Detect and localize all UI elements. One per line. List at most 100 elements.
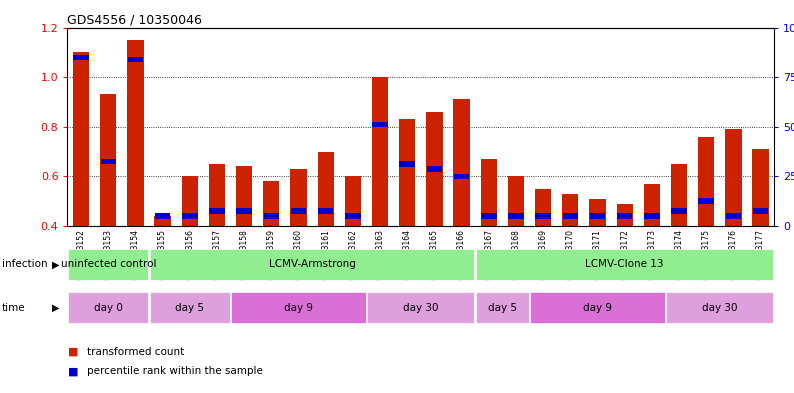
Bar <box>236 166 252 226</box>
Bar <box>263 181 279 226</box>
Bar <box>426 166 442 172</box>
Bar <box>100 94 117 226</box>
Text: time: time <box>2 303 25 312</box>
Text: GSM1083172: GSM1083172 <box>620 229 629 279</box>
Text: GSM1083165: GSM1083165 <box>430 229 439 280</box>
Text: GSM1083154: GSM1083154 <box>131 229 140 280</box>
Text: day 9: day 9 <box>583 303 612 312</box>
Bar <box>150 249 474 280</box>
Bar <box>372 77 388 226</box>
Bar <box>454 174 469 179</box>
Text: ■: ■ <box>67 347 78 357</box>
Bar <box>508 176 524 226</box>
Bar <box>68 249 148 280</box>
Bar <box>481 213 496 219</box>
Bar <box>127 40 144 226</box>
Bar <box>726 213 741 219</box>
Bar <box>345 176 361 226</box>
Text: infection: infection <box>2 259 47 269</box>
Bar <box>73 55 89 60</box>
Bar <box>590 213 605 219</box>
Text: day 30: day 30 <box>403 303 438 312</box>
Text: GSM1083171: GSM1083171 <box>593 229 602 279</box>
Text: day 0: day 0 <box>94 303 123 312</box>
Bar <box>128 57 143 62</box>
Bar <box>617 213 632 219</box>
Text: GSM1083164: GSM1083164 <box>403 229 412 280</box>
Bar <box>101 159 116 164</box>
Bar <box>508 213 524 219</box>
Bar <box>476 292 529 323</box>
Bar <box>73 52 89 226</box>
Bar <box>480 159 497 226</box>
Bar <box>345 213 360 219</box>
Bar <box>210 208 225 214</box>
Bar <box>476 249 773 280</box>
Text: transformed count: transformed count <box>87 347 184 357</box>
Text: LCMV-Armstrong: LCMV-Armstrong <box>268 259 356 269</box>
Text: day 5: day 5 <box>175 303 204 312</box>
Bar <box>535 189 551 226</box>
Bar <box>399 119 415 226</box>
Text: GSM1083159: GSM1083159 <box>267 229 276 280</box>
Bar <box>372 121 387 127</box>
Text: GDS4556 / 10350046: GDS4556 / 10350046 <box>67 14 202 27</box>
Text: GSM1083158: GSM1083158 <box>240 229 249 279</box>
Text: GSM1083168: GSM1083168 <box>511 229 520 279</box>
Text: GSM1083176: GSM1083176 <box>729 229 738 280</box>
Bar <box>231 292 366 323</box>
Bar <box>237 208 252 214</box>
Text: ▶: ▶ <box>52 259 60 269</box>
Bar <box>535 213 551 219</box>
Text: GSM1083175: GSM1083175 <box>702 229 711 280</box>
Bar <box>530 292 665 323</box>
Bar <box>426 112 442 226</box>
Bar <box>453 99 470 226</box>
Bar <box>155 213 171 219</box>
Text: day 5: day 5 <box>488 303 517 312</box>
Text: GSM1083177: GSM1083177 <box>756 229 765 280</box>
Text: GSM1083157: GSM1083157 <box>213 229 222 280</box>
Bar <box>291 169 306 226</box>
Bar <box>182 176 198 226</box>
Bar <box>182 213 198 219</box>
Bar <box>589 199 606 226</box>
Text: day 30: day 30 <box>702 303 738 312</box>
Bar <box>264 213 279 219</box>
Text: GSM1083173: GSM1083173 <box>647 229 657 280</box>
Bar <box>644 184 660 226</box>
Bar <box>155 216 171 226</box>
Bar <box>753 208 769 214</box>
Text: GSM1083162: GSM1083162 <box>349 229 357 279</box>
Text: GSM1083169: GSM1083169 <box>538 229 548 280</box>
Bar <box>725 129 742 226</box>
Bar <box>699 198 714 204</box>
Text: GSM1083155: GSM1083155 <box>158 229 167 280</box>
Text: GSM1083156: GSM1083156 <box>185 229 195 280</box>
Text: GSM1083163: GSM1083163 <box>376 229 384 280</box>
Bar <box>563 213 578 219</box>
Bar <box>616 204 633 226</box>
Bar <box>291 208 306 214</box>
Bar <box>671 164 687 226</box>
Text: percentile rank within the sample: percentile rank within the sample <box>87 366 264 376</box>
Text: ▶: ▶ <box>52 303 60 312</box>
Bar <box>318 208 333 214</box>
Text: GSM1083160: GSM1083160 <box>294 229 303 280</box>
Text: day 9: day 9 <box>284 303 313 312</box>
Bar <box>562 194 579 226</box>
Text: GSM1083166: GSM1083166 <box>457 229 466 280</box>
Text: GSM1083170: GSM1083170 <box>566 229 575 280</box>
Bar <box>399 161 415 167</box>
Bar <box>698 137 715 226</box>
Bar <box>671 208 687 214</box>
Text: GSM1083167: GSM1083167 <box>484 229 493 280</box>
Bar <box>368 292 474 323</box>
Text: LCMV-Clone 13: LCMV-Clone 13 <box>585 259 664 269</box>
Text: GSM1083153: GSM1083153 <box>104 229 113 280</box>
Bar <box>644 213 660 219</box>
Text: ■: ■ <box>67 366 78 376</box>
Bar <box>318 152 333 226</box>
Text: uninfected control: uninfected control <box>60 259 156 269</box>
Bar <box>150 292 229 323</box>
